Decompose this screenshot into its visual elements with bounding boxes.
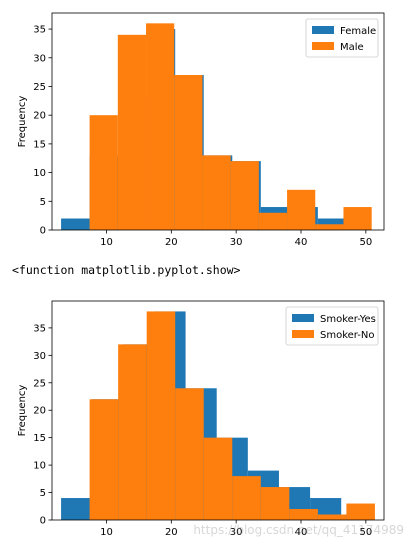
bar-female-0 (61, 218, 90, 230)
bar-smoker-no-5 (232, 476, 261, 520)
y-tick-label: 5 (40, 197, 46, 208)
histogram-chart-sex: 10 20 30 40 50 0 5 10 15 20 25 30 35 Frequency Female M… (17, 12, 385, 248)
y-tick-label: 25 (33, 82, 46, 93)
bar-male-8 (315, 224, 344, 230)
bar-male-0 (89, 115, 118, 230)
x-tick-label: 40 (295, 237, 308, 248)
x-tick-label: 50 (359, 237, 372, 248)
legend-swatch-male (312, 42, 334, 50)
y-tick-label: 15 (33, 139, 46, 150)
bar-male-4 (202, 155, 231, 230)
bar-smoker-no-1 (118, 344, 147, 520)
y-axis-label: Frequency (17, 96, 28, 148)
y-tick-label: 15 (33, 433, 46, 444)
bar-smoker-no-4 (203, 437, 233, 520)
bar-smoker-no-8 (317, 514, 347, 520)
y-tick-label: 30 (33, 53, 46, 64)
legend-swatch-smoker-no (292, 330, 314, 338)
bar-male-6 (258, 212, 288, 230)
bar-smoker-no-7 (289, 509, 318, 520)
bar-smoker-no-2 (146, 311, 176, 520)
y-tick-label: 0 (40, 226, 46, 237)
y-tick-label: 35 (33, 323, 46, 334)
x-tick-label: 20 (165, 527, 178, 538)
series-smoker-no (89, 311, 375, 520)
y-tick-label: 5 (40, 488, 46, 499)
y-tick-label: 20 (33, 111, 46, 122)
legend: Female Male (305, 18, 379, 58)
x-tick-label: 50 (359, 527, 372, 538)
legend-swatch-female (312, 26, 334, 34)
bar-male-9 (343, 207, 372, 230)
y-tick-label: 0 (40, 516, 46, 527)
bar-smoker-yes-0 (61, 498, 93, 520)
y-tick-label: 30 (33, 351, 46, 362)
bar-smoker-no-6 (260, 487, 290, 520)
bar-smoker-no-3 (175, 388, 204, 520)
x-tick-label: 30 (230, 237, 243, 248)
y-axis-label: Frequency (17, 385, 28, 437)
x-tick-label: 20 (165, 237, 178, 248)
bar-male-1 (117, 34, 147, 230)
x-tick-label: 30 (230, 527, 243, 538)
legend-label-smoker-yes: Smoker-Yes (320, 314, 376, 325)
x-tick-label: 10 (100, 527, 113, 538)
x-tick-label: 40 (295, 527, 308, 538)
bar-smoker-no-0 (89, 399, 119, 520)
bar-smoker-no-9 (346, 503, 375, 520)
function-output-text: <function matplotlib.pyplot.show> (12, 263, 241, 277)
y-tick-label: 10 (33, 168, 46, 179)
bar-male-3 (174, 75, 203, 230)
y-tick-label: 35 (33, 25, 46, 36)
legend-swatch-smoker-yes (292, 314, 314, 322)
bar-male-5 (230, 161, 259, 230)
y-tick-label: 10 (33, 461, 46, 472)
bar-male-7 (287, 189, 316, 230)
series-male (89, 23, 372, 231)
y-tick-label: 25 (33, 378, 46, 389)
legend-label-male: Male (340, 42, 364, 53)
x-tick-label: 10 (100, 237, 113, 248)
bar-male-2 (146, 23, 175, 231)
axes-frame (51, 12, 385, 231)
y-tick-label: 20 (33, 406, 46, 417)
legend: Smoker-Yes Smoker-No (285, 306, 379, 346)
legend-label-female: Female (340, 26, 376, 37)
histogram-chart-smoker: 10 20 30 40 50 0 5 10 15 20 25 30 35 Frequency Smoker-… (17, 300, 385, 538)
watermark-text: https://blog.csdn.net/qq_41174989 (193, 523, 404, 537)
legend-label-smoker-no: Smoker-No (320, 330, 374, 341)
